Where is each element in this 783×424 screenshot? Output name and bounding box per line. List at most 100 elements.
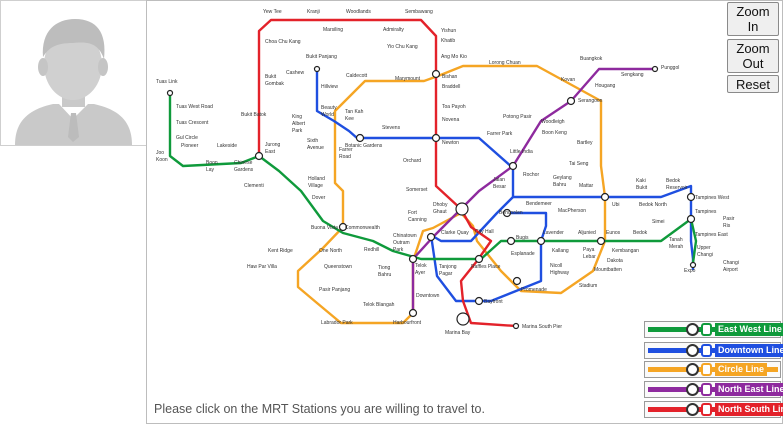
label-kent-ridge[interactable]: Kent Ridge [268,248,293,254]
label-yio-chu-kang[interactable]: Yio Chu Kang [387,44,418,50]
label-kallang[interactable]: Kallang [552,248,569,254]
label-king-albert-park[interactable]: King [292,114,302,120]
label-pasir-panjang[interactable]: Pasir Panjang [319,287,350,293]
label-tiong-bahru[interactable]: Tiong [378,265,391,271]
station-punggol[interactable] [651,65,659,73]
label-bayfront[interactable]: Bayfront [484,299,503,305]
label-tuas-link[interactable]: Tuas Link [156,79,178,85]
label-downtown[interactable]: Downtown [416,293,440,299]
label-promenade[interactable]: Promenade [521,287,547,293]
label-gul-circle[interactable]: Gul Circle [176,135,198,141]
label-hougang[interactable]: Hougang [595,83,616,89]
label-tan-kah-kee[interactable]: Tan Kah [345,109,364,115]
label-city-hall[interactable]: City Hall [475,229,494,235]
station-buona-vista[interactable] [338,222,348,232]
label-boon-lay-2[interactable]: Lay [206,167,215,173]
label-marsiling[interactable]: Marsiling [323,27,343,33]
label-beauty-world[interactable]: Beauty [321,105,337,111]
station-changi-airport[interactable] [689,261,697,269]
label-sixth-avenue[interactable]: Sixth [307,138,318,144]
label-dakota[interactable]: Dakota [607,258,623,264]
station-macpherson[interactable] [600,192,610,202]
label-labrador-park[interactable]: Labrador Park [321,320,353,326]
label-joo-koon[interactable]: Joo [156,150,164,156]
label-chinatown[interactable]: Chinatown [393,233,417,239]
station-marina-bay[interactable] [456,312,470,326]
label-tampines-west[interactable]: Tampines West [695,195,730,201]
station-tampines[interactable] [686,192,696,202]
legend-north-east[interactable]: North East Line [644,381,783,398]
label-ang-mo-kio[interactable]: Ang Mo Kio [441,54,467,60]
label-jurong-east-2[interactable]: East [265,149,276,155]
label-jalan-besar-2[interactable]: Besar [493,184,506,190]
label-yew-tee[interactable]: Yew Tee [263,9,282,15]
label-stadium[interactable]: Stadium [579,283,597,289]
station-little-india[interactable] [508,161,518,171]
label-buangkok[interactable]: Buangkok [580,56,603,62]
label-kranji[interactable]: Kranji [307,9,320,15]
label-bugis[interactable]: Bugis [516,235,529,241]
station-paya-lebar[interactable] [596,236,606,246]
station-chinatown[interactable] [426,232,436,242]
station-outram-park[interactable] [408,254,418,264]
label-king-albert-park-3[interactable]: Park [292,128,303,134]
label-upper-changi-2[interactable]: Changi [697,252,713,258]
label-kaki-bukit-2[interactable]: Bukit [636,185,648,191]
label-pasir-ris-2[interactable]: Ris [723,223,731,229]
label-chinese-garden-2[interactable]: Gardens [234,167,254,173]
label-yishun[interactable]: Yishun [441,28,456,34]
label-farrer-park[interactable]: Farrer Park [487,131,513,137]
label-jurong-east[interactable]: Jurong [265,142,281,148]
label-redhill[interactable]: Redhill [364,247,379,253]
label-esplanade[interactable]: Esplanade [511,251,535,257]
label-changi-airport-2[interactable]: Airport [723,267,738,273]
station-newton[interactable] [431,133,441,143]
station-raffles-place[interactable] [474,254,484,264]
label-macpherson[interactable]: MacPherson [558,208,586,214]
label-bartley[interactable]: Bartley [577,140,593,146]
label-tuas-west-road[interactable]: Tuas West Road [176,104,213,110]
label-tanjong-pagar[interactable]: Tanjong [439,264,457,270]
label-joo-koon-2[interactable]: Koon [156,157,168,163]
label-bishan[interactable]: Bishan [442,74,458,80]
label-tanah-merah[interactable]: Tanah [669,237,683,243]
station-bayfront[interactable] [474,296,484,306]
label-queenstown[interactable]: Queenstown [324,264,352,270]
label-tampines[interactable]: Tampines [695,209,717,215]
label-boon-lay[interactable]: Boon [206,160,218,166]
label-tuas-crescent[interactable]: Tuas Crescent [176,120,209,126]
label-bukit-panjang[interactable]: Bukit Panjang [306,54,337,60]
label-woodleigh[interactable]: Woodleigh [541,119,565,125]
label-changi-airport[interactable]: Changi [723,260,739,266]
station-jurong-east[interactable] [254,151,264,161]
label-jalan-besar[interactable]: Jalan [493,177,505,183]
label-outram-park-top-2[interactable]: Park [393,247,404,253]
label-sembawang[interactable]: Sembawang [405,9,433,15]
label-pasir-ris[interactable]: Pasir [723,216,735,222]
label-sixth-avenue-2[interactable]: Avenue [307,145,324,151]
label-farrer-road[interactable]: Farrer [339,147,353,153]
label-simei[interactable]: Simei [652,219,665,225]
label-beauty-world-2[interactable]: World [321,112,334,118]
label-lakeside[interactable]: Lakeside [217,143,237,149]
legend-downtown[interactable]: Downtown Line [644,342,783,359]
label-tan-kah-kee-2[interactable]: Kee [345,116,354,122]
label-paya-lebar-2[interactable]: Lebar [583,254,596,260]
label-lorong-chuan[interactable]: Lorong Chuan [489,60,521,66]
label-chinese-garden[interactable]: Chinese [234,160,253,166]
label-bukit-batok[interactable]: Bukit Batok [241,112,267,118]
label-rochor[interactable]: Rochor [523,172,539,178]
legend-circle[interactable]: Circle Line [644,361,781,378]
label-geylang-bahru[interactable]: Geylang [553,175,572,181]
label-expo[interactable]: Expo [684,268,696,274]
label-hillview[interactable]: Hillview [321,84,338,90]
label-dhoby-ghaut[interactable]: Dhoby [433,202,448,208]
label-kembangan[interactable]: Kembangan [612,248,639,254]
station-bencoolen[interactable] [502,208,512,218]
label-punggol[interactable]: Punggol [661,65,679,71]
label-telok-blangah[interactable]: Telok Blangah [363,302,395,308]
station-promenade[interactable] [512,276,522,286]
label-mattar[interactable]: Mattar [579,183,594,189]
zoom-in-button[interactable]: Zoom In [727,2,779,36]
label-upper-changi[interactable]: Upper [697,245,711,251]
